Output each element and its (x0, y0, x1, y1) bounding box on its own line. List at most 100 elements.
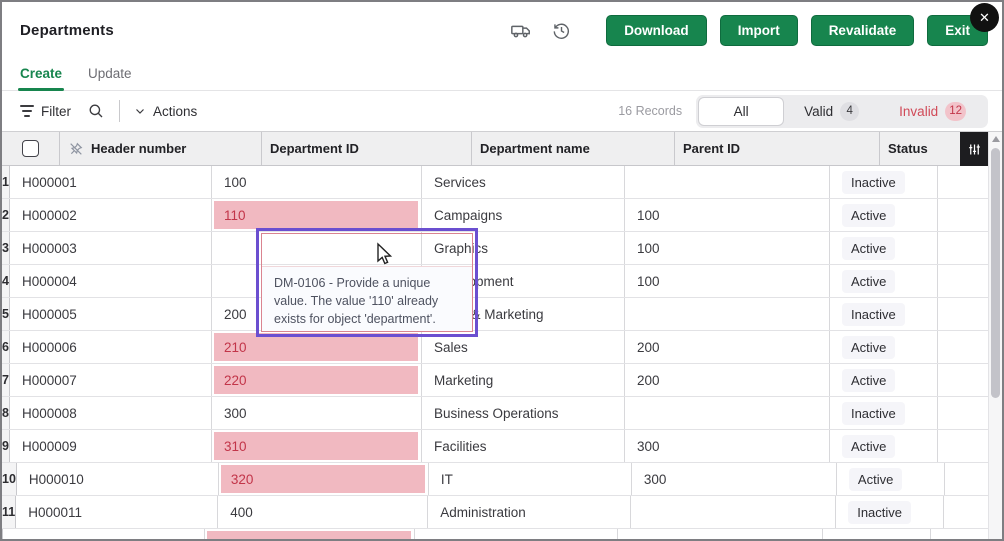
table-row: 5 H000005 200 Sales & Marketing Inactive (2, 298, 1002, 331)
cell-header-number[interactable]: H000006 (10, 331, 212, 363)
mouse-cursor (377, 242, 393, 265)
status-badge: Active (841, 203, 896, 227)
cell-header-number[interactable]: H000009 (10, 430, 212, 462)
close-icon[interactable]: ✕ (970, 3, 999, 32)
cell-department-id[interactable]: 110 (212, 199, 422, 231)
cell-header-number[interactable]: H000010 (17, 463, 219, 495)
cell-parent-id[interactable]: 300 (632, 463, 837, 495)
cell-parent-id[interactable]: 100 (625, 232, 830, 264)
vertical-scrollbar[interactable] (988, 132, 1002, 539)
column-header-department-name[interactable]: Department name (472, 132, 675, 165)
table-row-partial (2, 529, 1002, 539)
validity-filter: All Valid 4 Invalid 12 (696, 94, 988, 128)
cell-status[interactable]: Active (830, 232, 938, 264)
history-icon[interactable] (548, 17, 574, 43)
row-number: 7 (2, 364, 10, 396)
table-row: 3 H000003 Graphics 100 Active (2, 232, 1002, 265)
cell-header-number[interactable]: H000001 (10, 166, 212, 198)
cell-department-name[interactable]: Campaigns (422, 199, 625, 231)
action-buttons: Download Import Revalidate Exit (606, 14, 988, 46)
cell-status[interactable]: Inactive (836, 496, 945, 528)
tab-update[interactable]: Update (88, 66, 132, 81)
cell-department-name[interactable]: Marketing (422, 364, 625, 396)
filter-icon (20, 105, 34, 117)
revalidate-button[interactable]: Revalidate (810, 14, 915, 46)
unpin-icon (68, 141, 84, 157)
cell-department-id[interactable]: 220 (212, 364, 422, 396)
select-all-checkbox[interactable] (22, 140, 39, 157)
filter-valid[interactable]: Valid 4 (784, 97, 879, 126)
cell-parent-id[interactable]: 200 (625, 364, 830, 396)
column-header-status[interactable]: Status (888, 141, 928, 156)
cell-parent-id[interactable]: 200 (625, 331, 830, 363)
filter-invalid[interactable]: Invalid 12 (879, 97, 986, 126)
status-badge: Active (841, 368, 896, 392)
cell-department-name[interactable]: IT (429, 463, 632, 495)
cell-status[interactable]: Active (830, 265, 938, 297)
cell-department-name[interactable]: Graphics (422, 232, 625, 264)
cell-parent-id[interactable] (625, 397, 830, 429)
cell-status[interactable]: Active (830, 430, 938, 462)
cell-header-number[interactable]: H000002 (10, 199, 212, 231)
cell-department-name[interactable]: Sales (422, 331, 625, 363)
truck-icon[interactable] (508, 17, 534, 43)
invalid-label: Invalid (899, 103, 939, 119)
cell-status[interactable]: Active (830, 364, 938, 396)
cell-status[interactable]: Active (830, 331, 938, 363)
scrollbar-thumb[interactable] (991, 148, 1000, 398)
row-number: 8 (2, 397, 10, 429)
cell-department-id[interactable]: 100 (212, 166, 422, 198)
table-row: 1 H000001 100 Services Inactive (2, 166, 1002, 199)
download-button[interactable]: Download (606, 14, 707, 46)
import-button[interactable]: Import (719, 14, 798, 46)
cell-department-id[interactable]: 310 (212, 430, 422, 462)
validation-error-tooltip: DM-0106 - Provide a unique value. The va… (262, 266, 472, 331)
cell-parent-id[interactable]: 300 (625, 430, 830, 462)
records-count: 16 Records (618, 104, 683, 118)
table-row: 4 H000004 Development 100 Active (2, 265, 1002, 298)
cell-parent-id[interactable] (625, 298, 830, 330)
tab-create[interactable]: Create (17, 66, 65, 91)
cell-status[interactable]: Inactive (830, 166, 938, 198)
cell-department-id[interactable] (212, 232, 422, 264)
cell-department-id[interactable]: 300 (212, 397, 422, 429)
table-row: 8 H000008 300 Business Operations Inactive (2, 397, 1002, 430)
status-badge: Active (841, 236, 896, 260)
valid-label: Valid (804, 103, 834, 119)
cell-status[interactable]: Inactive (830, 298, 938, 330)
cell-parent-id[interactable] (625, 166, 830, 198)
cell-parent-id[interactable]: 100 (625, 199, 830, 231)
column-header-department-id[interactable]: Department ID (262, 132, 472, 165)
cell-status[interactable]: Active (837, 463, 945, 495)
cell-header-number[interactable]: H000004 (10, 265, 212, 297)
scroll-up-arrow-icon[interactable] (992, 136, 1000, 142)
cell-department-name[interactable]: Administration (428, 496, 632, 528)
column-header-parent-id[interactable]: Parent ID (675, 132, 880, 165)
cell-department-name (415, 529, 618, 539)
invalid-cell-highlight: 110 (213, 201, 418, 229)
column-header-header-number[interactable]: Header number (60, 132, 262, 165)
cell-department-id[interactable]: 210 (212, 331, 422, 363)
filter-all[interactable]: All (698, 96, 785, 126)
cell-department-id[interactable]: 400 (218, 496, 429, 528)
cell-parent-id[interactable]: 100 (625, 265, 830, 297)
cell-status[interactable]: Active (830, 199, 938, 231)
cell-status[interactable]: Inactive (830, 397, 938, 429)
actions-menu[interactable]: Actions (134, 104, 197, 119)
cell-header-number[interactable]: H000003 (10, 232, 212, 264)
cell-department-id[interactable]: 320 (219, 463, 429, 495)
filter-button[interactable]: Filter (20, 104, 71, 119)
cell-header-number[interactable]: H000008 (10, 397, 212, 429)
cell-parent-id[interactable] (631, 496, 837, 528)
cell-header-number[interactable]: H000011 (16, 496, 219, 528)
table-row: 7 H000007 220 Marketing 200 Active (2, 364, 1002, 397)
row-number: 10 (2, 463, 17, 495)
cell-department-name[interactable]: Services (422, 166, 625, 198)
search-icon[interactable] (87, 102, 105, 120)
cell-header-number[interactable]: H000005 (10, 298, 212, 330)
cell-department-name[interactable]: Business Operations (422, 397, 625, 429)
row-number: 6 (2, 331, 10, 363)
cell-header-number[interactable]: H000007 (10, 364, 212, 396)
cell-department-name[interactable]: Facilities (422, 430, 625, 462)
column-settings-button[interactable] (960, 132, 988, 166)
